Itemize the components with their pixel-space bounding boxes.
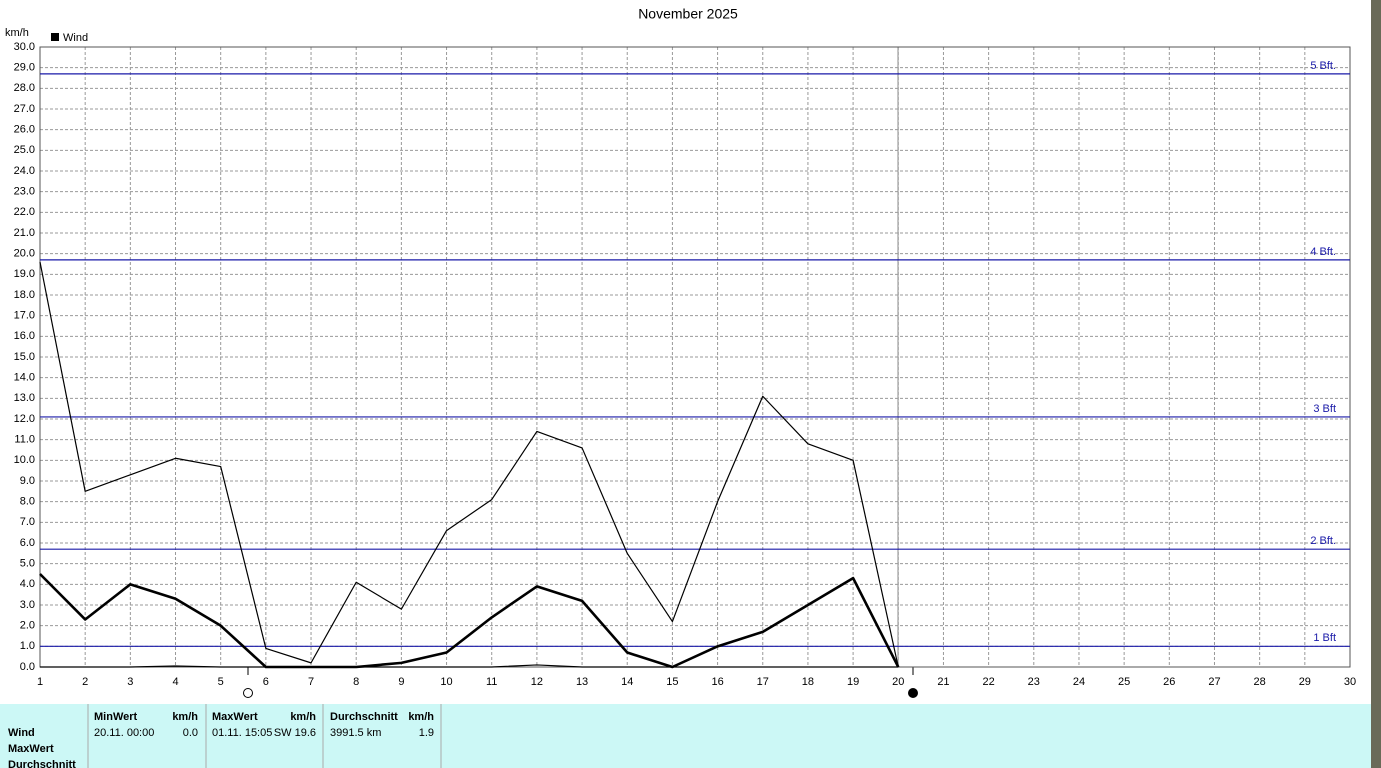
moon-icon — [243, 688, 253, 698]
y-tick-label: 27.0 — [14, 103, 35, 115]
moon-icon — [908, 688, 918, 698]
beaufort-label: 5 Bft. — [1310, 60, 1336, 72]
row-label: Wind — [8, 727, 35, 739]
y-tick-label: 18.0 — [14, 289, 35, 301]
x-tick-label: 17 — [757, 676, 769, 688]
y-tick-label: 14.0 — [14, 372, 35, 384]
x-tick-label: 18 — [802, 676, 814, 688]
x-tick-label: 2 — [82, 676, 88, 688]
chart-title: November 2025 — [638, 6, 738, 22]
column-header: MinWert — [94, 711, 138, 723]
column-unit: km/h — [172, 711, 198, 723]
y-tick-label: 11.0 — [14, 434, 35, 446]
y-tick-label: 24.0 — [14, 165, 35, 177]
row-label: MaxWert — [8, 743, 54, 755]
x-tick-label: 9 — [398, 676, 404, 688]
cell-date: 01.11. 15:05 — [212, 727, 272, 739]
cell-date: 20.11. 00:00 — [94, 727, 154, 739]
beaufort-label: 2 Bft. — [1310, 535, 1336, 547]
x-tick-label: 26 — [1163, 676, 1175, 688]
y-axis-label: km/h — [5, 27, 29, 39]
y-tick-label: 29.0 — [14, 62, 35, 74]
y-tick-label: 25.0 — [14, 144, 35, 156]
y-tick-label: 1.0 — [20, 640, 35, 652]
data-line — [39, 573, 900, 669]
column-unit: km/h — [290, 711, 316, 723]
y-tick-label: 28.0 — [14, 82, 35, 94]
y-tick-label: 21.0 — [14, 227, 35, 239]
y-tick-label: 7.0 — [20, 516, 35, 528]
data-line — [40, 664, 899, 668]
stats-panel — [0, 704, 1371, 768]
y-tick-label: 4.0 — [20, 578, 35, 590]
legend-label: Wind — [63, 32, 88, 44]
x-tick-label: 15 — [666, 676, 678, 688]
y-tick-label: 17.0 — [14, 310, 35, 322]
x-tick-label: 25 — [1118, 676, 1130, 688]
beaufort-label: 4 Bft. — [1310, 246, 1336, 258]
x-tick-label: 27 — [1208, 676, 1220, 688]
x-tick-label: 14 — [621, 676, 633, 688]
y-tick-label: 2.0 — [20, 620, 35, 632]
x-tick-label: 16 — [711, 676, 723, 688]
x-tick-label: 29 — [1299, 676, 1311, 688]
cell-value: SW 19.6 — [274, 727, 316, 739]
cell-date: 3991.5 km — [330, 727, 381, 739]
cell-value: 0.0 — [183, 727, 198, 739]
x-tick-label: 28 — [1254, 676, 1266, 688]
x-tick-label: 3 — [127, 676, 133, 688]
y-tick-label: 3.0 — [20, 599, 35, 611]
y-tick-label: 22.0 — [14, 206, 35, 218]
x-tick-label: 12 — [531, 676, 543, 688]
y-tick-label: 8.0 — [20, 496, 35, 508]
x-tick-label: 30 — [1344, 676, 1356, 688]
x-tick-label: 8 — [353, 676, 359, 688]
x-tick-label: 20 — [892, 676, 904, 688]
x-tick-label: 22 — [982, 676, 994, 688]
x-tick-label: 1 — [37, 676, 43, 688]
y-tick-label: 5.0 — [20, 558, 35, 570]
x-tick-label: 6 — [263, 676, 269, 688]
y-tick-label: 19.0 — [14, 268, 35, 280]
y-tick-label: 20.0 — [14, 248, 35, 260]
column-header: MaxWert — [212, 711, 258, 723]
column-unit: km/h — [408, 711, 434, 723]
data-line — [39, 261, 899, 668]
column-header: Durchschnitt — [330, 711, 398, 723]
x-tick-label: 7 — [308, 676, 314, 688]
x-tick-label: 10 — [440, 676, 452, 688]
y-tick-label: 6.0 — [20, 537, 35, 549]
x-tick-label: 21 — [937, 676, 949, 688]
y-tick-label: 15.0 — [14, 351, 35, 363]
beaufort-label: 1 Bft — [1313, 632, 1336, 644]
y-tick-label: 10.0 — [14, 454, 35, 466]
x-tick-label: 4 — [172, 676, 178, 688]
y-tick-label: 26.0 — [14, 124, 35, 136]
cell-value: 1.9 — [419, 727, 434, 739]
y-tick-label: 0.0 — [20, 661, 35, 673]
y-tick-label: 13.0 — [14, 392, 35, 404]
x-tick-label: 24 — [1073, 676, 1085, 688]
row-label: Durchschnitt — [8, 759, 76, 768]
y-tick-label: 23.0 — [14, 186, 35, 198]
y-tick-label: 12.0 — [14, 413, 35, 425]
y-tick-label: 9.0 — [20, 475, 35, 487]
edge-strip — [1371, 0, 1381, 768]
beaufort-label: 3 Bft — [1313, 403, 1336, 415]
y-tick-label: 16.0 — [14, 330, 35, 342]
x-tick-label: 19 — [847, 676, 859, 688]
legend-swatch — [51, 33, 59, 41]
x-tick-label: 11 — [486, 676, 497, 688]
x-tick-label: 23 — [1028, 676, 1040, 688]
x-tick-label: 13 — [576, 676, 588, 688]
y-tick-label: 30.0 — [14, 41, 35, 53]
x-tick-label: 5 — [218, 676, 224, 688]
